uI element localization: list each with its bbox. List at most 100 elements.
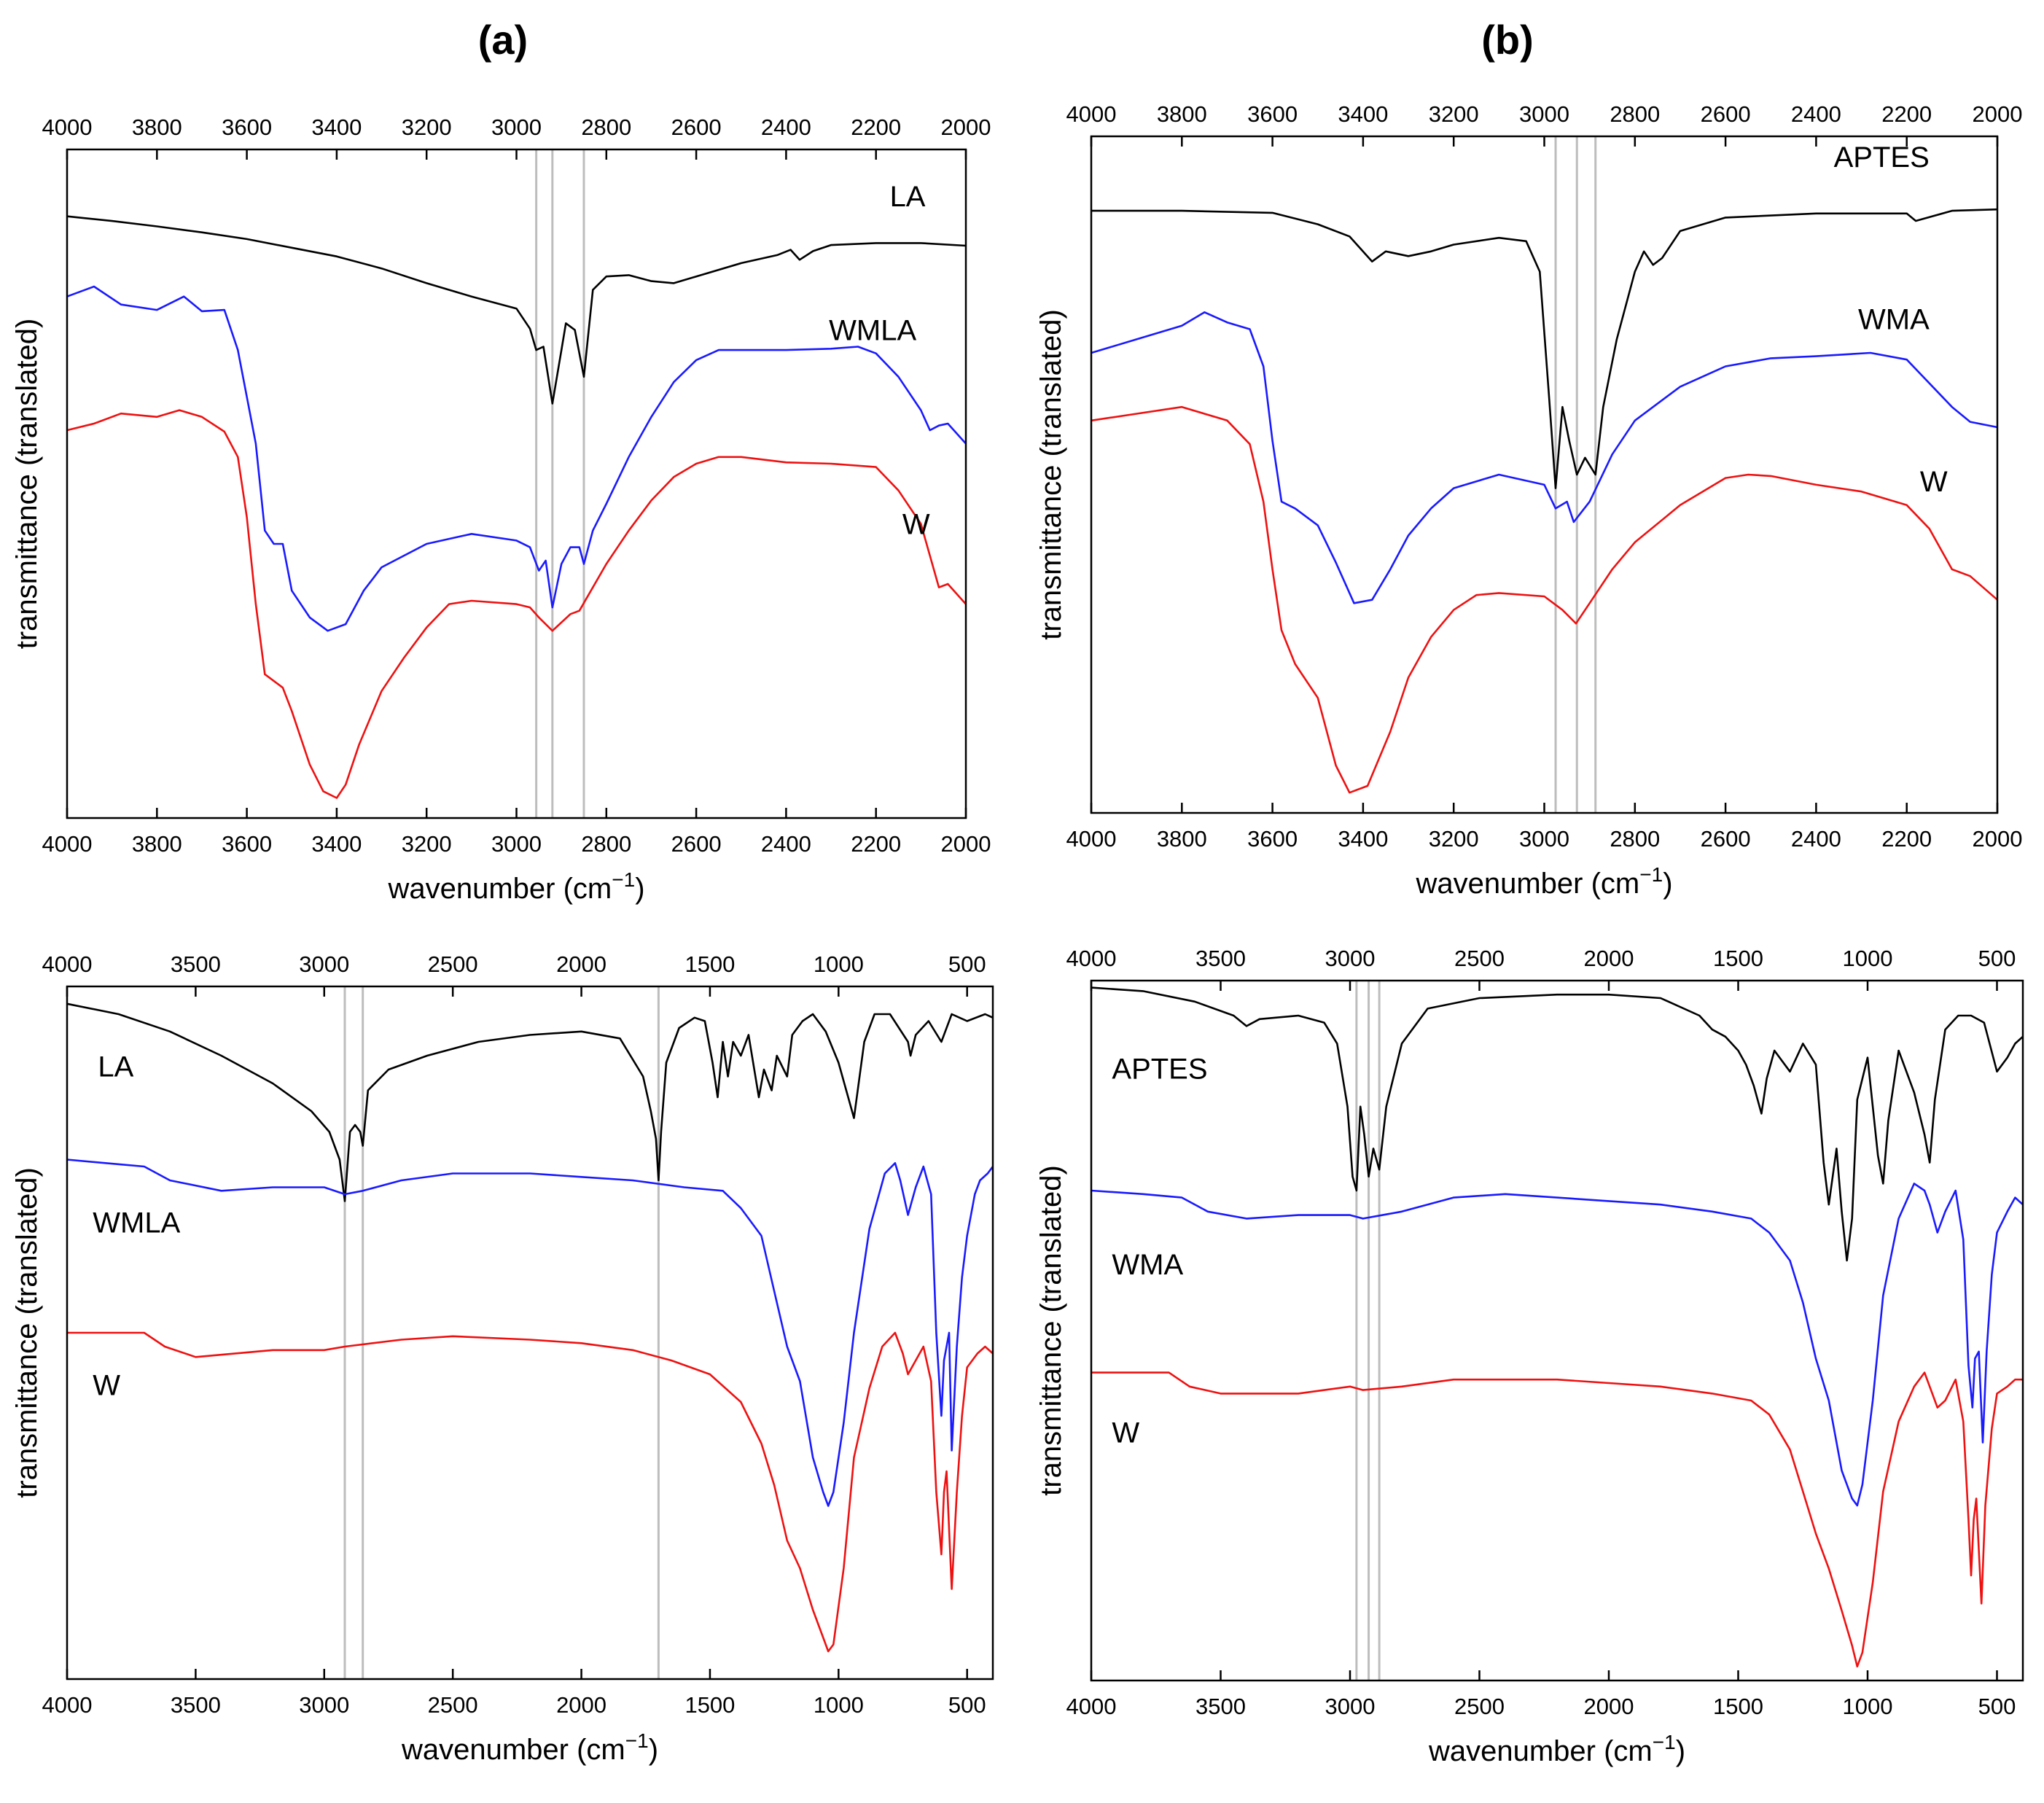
series-label-la: LA <box>890 181 926 213</box>
x-tick-label: 3000 <box>299 1692 349 1718</box>
spectrum-wmla <box>66 1158 994 1507</box>
x-tick-label-top: 3600 <box>1247 101 1298 127</box>
x-tick-label-top: 3000 <box>491 114 542 140</box>
x-tick-label: 3500 <box>1195 1694 1246 1719</box>
x-tick-label-top: 2000 <box>1584 946 1634 971</box>
x-tick-label: 3200 <box>402 831 452 857</box>
series-label-wmla: WMLA <box>829 314 916 346</box>
x-tick-label: 2000 <box>1584 1694 1634 1719</box>
x-tick-label-top: 2500 <box>1454 946 1505 971</box>
x-tick-label: 3000 <box>1519 826 1569 852</box>
x-tick-label-top: 2200 <box>851 114 901 140</box>
x-tick-label-top: 500 <box>948 951 986 977</box>
x-tick-label-top: 3200 <box>402 114 452 140</box>
x-tick-label-top: 3500 <box>1195 946 1246 971</box>
x-tick-label-top: 2600 <box>1701 101 1751 127</box>
x-tick-label-top: 3200 <box>1429 101 1479 127</box>
x-tick-label-top: 2000 <box>556 951 606 977</box>
x-tick-label-top: 2600 <box>671 114 722 140</box>
x-tick-label: 2500 <box>428 1692 478 1718</box>
x-tick-label-top: 3500 <box>171 951 221 977</box>
x-tick-label: 2800 <box>1610 826 1660 852</box>
x-axis-title: wavenumber (cm−1) <box>1415 863 1672 900</box>
x-tick-label-top: 1000 <box>814 951 864 977</box>
x-tick-label: 2000 <box>1973 826 2023 852</box>
series-label-wma: WMA <box>1858 303 1930 335</box>
x-axis-title: wavenumber (cm−1) <box>387 868 644 905</box>
x-tick-label-top: 3000 <box>1325 946 1376 971</box>
chart-3: LA WMLA W 4000 4000 3500 3500 3000 3000 2500 2500 2… <box>11 951 994 1766</box>
x-tick-label: 4000 <box>1066 826 1117 852</box>
x-tick-label-top: 3400 <box>1338 101 1388 127</box>
x-tick-label: 3200 <box>1429 826 1479 852</box>
x-tick-label: 3600 <box>1247 826 1298 852</box>
x-tick-label: 3800 <box>132 831 182 857</box>
x-tick-label-top: 4000 <box>1066 101 1117 127</box>
x-tick-label-top: 1500 <box>1713 946 1763 971</box>
x-tick-label: 2600 <box>671 831 722 857</box>
x-tick-label-top: 4000 <box>42 114 93 140</box>
series-label-w: W <box>902 508 930 540</box>
x-tick-label-top: 3000 <box>299 951 349 977</box>
spectrum-w <box>67 1331 994 1653</box>
x-tick-label-top: 4000 <box>1066 946 1117 971</box>
series-label-w: W <box>93 1370 120 1402</box>
x-tick-label-top: 1000 <box>1843 946 1893 971</box>
x-tick-label-top: 3600 <box>222 114 272 140</box>
x-tick-label-top: 3400 <box>311 114 362 140</box>
panel-label-b: (b) <box>1481 17 1534 63</box>
x-tick-label: 500 <box>948 1692 986 1718</box>
panel-label-a: (a) <box>478 17 528 63</box>
chart-2: APTES WMA W 4000 4000 3800 3800 3600 3600 3400 340… <box>1035 101 2022 900</box>
x-tick-label: 3400 <box>311 831 362 857</box>
chart-panels: LA WMLA W 4000 4000 3800 3800 3600 3600 3400 3400 3… <box>11 101 2024 1767</box>
spectrum-w <box>1091 405 1998 794</box>
x-tick-label: 1500 <box>684 1692 735 1718</box>
x-tick-label: 3800 <box>1157 826 1207 852</box>
x-axis-title: wavenumber (cm−1) <box>401 1729 658 1766</box>
x-tick-label-top: 2400 <box>1791 101 1841 127</box>
plot-frame <box>1090 135 1999 814</box>
x-tick-label-top: 2000 <box>1973 101 2023 127</box>
series-label-w: W <box>1920 466 1948 498</box>
x-tick-label: 2000 <box>556 1692 606 1718</box>
plot-frame <box>66 148 967 819</box>
x-tick-label: 2500 <box>1454 1694 1505 1719</box>
chart-1: LA WMLA W 4000 4000 3800 3800 3600 3600 3400 3400 3… <box>11 114 991 905</box>
spectrum-la <box>66 1002 994 1202</box>
x-tick-label-top: 500 <box>1978 946 2016 971</box>
series-label-aptes: APTES <box>1112 1053 1207 1085</box>
x-tick-label: 3000 <box>1325 1694 1376 1719</box>
x-tick-label-top: 3000 <box>1519 101 1569 127</box>
y-axis-title: transmittance (translated) <box>1035 1165 1067 1496</box>
spectrum-aptes <box>1091 208 1998 489</box>
x-tick-label: 3500 <box>171 1692 221 1718</box>
x-tick-label-top: 4000 <box>42 951 93 977</box>
y-axis-title: transmittance (translated) <box>1035 309 1067 640</box>
x-tick-label: 3000 <box>491 831 542 857</box>
x-tick-label: 1000 <box>814 1692 864 1718</box>
x-tick-label-top: 2200 <box>1881 101 1932 127</box>
x-tick-label-top: 1500 <box>684 951 735 977</box>
spectrum-w <box>66 409 967 799</box>
x-tick-label: 4000 <box>42 1692 93 1718</box>
x-tick-label: 4000 <box>42 831 93 857</box>
x-tick-label: 2400 <box>761 831 811 857</box>
y-axis-title: transmittance (translated) <box>11 319 43 650</box>
x-tick-label: 2200 <box>851 831 901 857</box>
spectrum-wmla <box>66 285 967 632</box>
x-tick-label: 500 <box>1978 1694 2016 1719</box>
series-label-aptes: APTES <box>1834 141 1930 174</box>
plot-frame <box>1090 979 2024 1682</box>
series-label-wma: WMA <box>1112 1249 1183 1281</box>
series-label-wmla: WMLA <box>93 1207 180 1239</box>
series-label-w: W <box>1112 1417 1139 1449</box>
x-tick-label: 3600 <box>222 831 272 857</box>
x-tick-label: 1000 <box>1843 1694 1893 1719</box>
x-tick-label: 2200 <box>1881 826 1932 852</box>
chart-4: APTES WMA W 4000 4000 3500 3500 3000 3000 2500 250… <box>1035 946 2024 1767</box>
x-tick-label-top: 2000 <box>941 114 991 140</box>
x-axis-title: wavenumber (cm−1) <box>1428 1731 1685 1767</box>
x-tick-label: 3400 <box>1338 826 1388 852</box>
